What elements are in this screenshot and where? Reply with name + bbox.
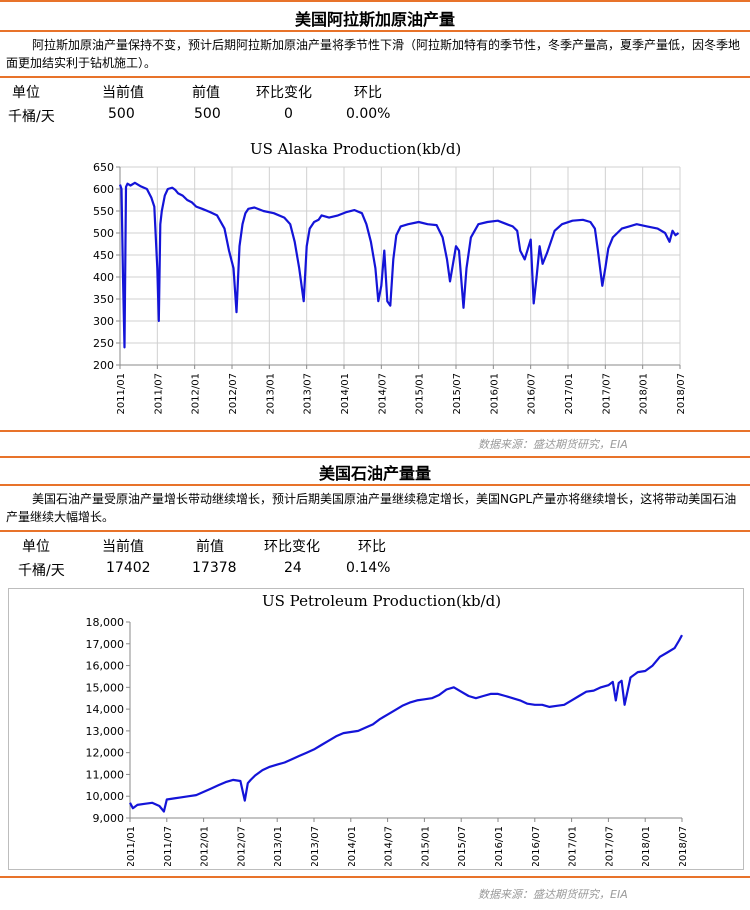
x-tick-label: 2015/07 (452, 373, 463, 415)
section1-metrics-table: 单位 当前值 前值 环比变化 环比 千桶/天 500 500 0 0.00% (8, 82, 428, 130)
x-tick-label: 2015/01 (415, 373, 426, 415)
y-tick-label: 18,000 (86, 616, 125, 629)
y-tick-label: 450 (93, 249, 114, 262)
metric-header-unit: 单位 (12, 85, 40, 101)
x-tick-label: 2016/07 (527, 373, 538, 415)
section2-top-rule (0, 456, 750, 458)
metric-value-change: 24 (284, 560, 302, 576)
x-tick-label: 2016/01 (494, 826, 505, 866)
x-tick-label: 2013/07 (310, 826, 321, 866)
y-tick-label: 14,000 (86, 703, 125, 716)
x-tick-label: 2011/01 (116, 373, 127, 415)
x-tick-label: 2018/07 (676, 373, 687, 415)
metric-value-previous: 17378 (192, 560, 237, 576)
metric-header-previous: 前值 (196, 539, 224, 555)
metric-header-unit: 单位 (22, 539, 50, 555)
x-tick-label: 2014/07 (377, 373, 388, 415)
x-tick-label: 2012/07 (236, 826, 247, 866)
metric-value-unit: 千桶/天 (18, 563, 65, 579)
section2-title: 美国石油产量量 (318, 464, 431, 483)
section2-metrics-table: 单位 当前值 前值 环比变化 环比 千桶/天 17402 17378 24 0.… (8, 536, 428, 584)
y-tick-label: 16,000 (86, 660, 125, 673)
x-tick-label: 2014/01 (340, 373, 351, 415)
metric-value-previous: 500 (194, 106, 221, 122)
alaska-production-chart: 200 250 300 350 400 450 500 550 600 650 2011/01 201… (93, 161, 687, 415)
section1-title: 美国阿拉斯加原油产量 (294, 10, 455, 29)
y-tick-label: 11,000 (86, 768, 125, 781)
y-tick-label: 400 (93, 271, 114, 284)
x-tick-label: 2013/01 (273, 826, 284, 866)
x-tick-label: 2017/01 (568, 826, 579, 866)
section1-source: 数据来源：盛达期货研究，EIA (478, 438, 628, 451)
x-tick-label: 2018/01 (639, 373, 650, 415)
metric-value-pct: 0.00% (346, 106, 391, 122)
y-tick-label: 300 (93, 315, 114, 328)
metric-value-unit: 千桶/天 (8, 109, 55, 125)
metric-header-current: 当前值 (102, 539, 144, 555)
metrics-value-row: 千桶/天 500 500 0 0.00% (8, 106, 428, 130)
section1-title-rule (0, 30, 750, 32)
x-tick-label: 2016/07 (531, 826, 542, 866)
y-tick-label: 350 (93, 293, 114, 306)
y-tick-label: 9,000 (93, 812, 125, 825)
x-tick-label: 2017/07 (604, 826, 615, 866)
petroleum-production-chart: 9,000 10,000 11,000 12,000 13,000 14,000 15,00… (86, 616, 690, 866)
metric-value-current: 17402 (106, 560, 151, 576)
x-tick-label: 2011/07 (163, 826, 174, 866)
y-tick-label: 550 (93, 205, 114, 218)
section2-source: 数据来源：盛达期货研究，EIA (478, 888, 628, 901)
metric-value-pct: 0.14% (346, 560, 391, 576)
x-tick-label: 2013/07 (303, 373, 314, 415)
y-tick-label: 12,000 (86, 747, 125, 760)
y-tick-label: 17,000 (86, 638, 125, 651)
metric-value-current: 500 (108, 106, 135, 122)
x-tick-label: 2012/01 (191, 373, 202, 415)
metrics-header-row: 单位 当前值 前值 环比变化 环比 (8, 536, 428, 560)
y-tick-label: 500 (93, 227, 114, 240)
y-tick-label: 200 (93, 359, 114, 372)
metric-header-pct: 环比 (354, 85, 382, 101)
metric-header-current: 当前值 (102, 85, 144, 101)
section2-desc-rule (0, 530, 750, 532)
section1-bottom-rule (0, 430, 750, 432)
metric-header-pct: 环比 (358, 539, 386, 555)
chart2-frame (8, 588, 744, 870)
y-tick-label: 650 (93, 161, 114, 174)
x-tick-label: 2011/01 (126, 826, 137, 866)
series-line (118, 181, 680, 349)
y-tick-label: 600 (93, 183, 114, 196)
section1-description: 阿拉斯加原油产量保持不变，预计后期阿拉斯加原油产量将季节性下滑（阿拉斯加特有的季… (6, 38, 741, 70)
x-tick-label: 2017/01 (564, 373, 575, 415)
y-tick-label: 13,000 (86, 725, 125, 738)
chart2-title: US Petroleum Production(kb/d) (262, 592, 502, 610)
x-tick-label: 2013/01 (265, 373, 276, 415)
x-tick-label: 2012/01 (200, 826, 211, 866)
section2-description: 美国石油产量受原油产量增长带动继续增长，预计后期美国原油产量继续稳定增长，美国N… (6, 492, 737, 524)
chart1-title: US Alaska Production(kb/d) (250, 140, 462, 158)
x-tick-label: 2017/07 (601, 373, 612, 415)
metric-value-change: 0 (284, 106, 293, 122)
x-tick-label: 2014/07 (384, 826, 395, 866)
x-tick-label: 2011/07 (153, 373, 164, 415)
x-tick-label: 2015/01 (420, 826, 431, 866)
x-tick-label: 2016/01 (489, 373, 500, 415)
y-tick-label: 250 (93, 337, 114, 350)
x-tick-label: 2014/01 (347, 826, 358, 866)
x-tick-label: 2012/07 (228, 373, 239, 415)
metric-header-previous: 前值 (192, 85, 220, 101)
metrics-value-row: 千桶/天 17402 17378 24 0.14% (8, 560, 428, 584)
section2-title-rule (0, 484, 750, 486)
top-rule (0, 0, 750, 2)
x-tick-label: 2015/07 (457, 826, 468, 866)
x-tick-label: 2018/07 (678, 826, 689, 866)
metrics-header-row: 单位 当前值 前值 环比变化 环比 (8, 82, 428, 106)
metric-header-change: 环比变化 (264, 539, 320, 555)
y-tick-label: 10,000 (86, 790, 125, 803)
series-line (129, 634, 683, 813)
metric-header-change: 环比变化 (256, 85, 312, 101)
section1-desc-rule (0, 76, 750, 78)
section2-bottom-rule (0, 876, 750, 878)
y-tick-label: 15,000 (86, 681, 125, 694)
x-tick-label: 2018/01 (641, 826, 652, 866)
